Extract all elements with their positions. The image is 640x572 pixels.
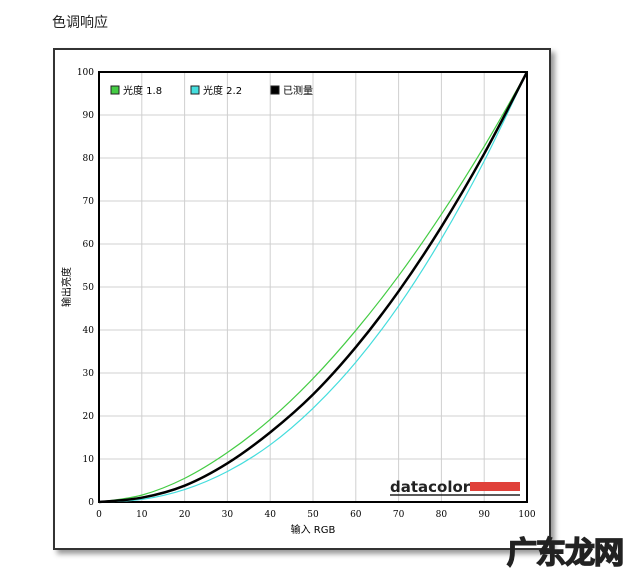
y-tick-label: 10 <box>83 455 95 465</box>
x-tick-label: 10 <box>136 510 148 520</box>
legend-swatch <box>110 85 120 95</box>
x-tick-label: 100 <box>518 510 535 520</box>
x-tick-label: 40 <box>264 510 276 520</box>
x-tick-label: 50 <box>307 510 319 520</box>
plot-border <box>98 71 528 503</box>
y-tick-label: 80 <box>83 154 95 164</box>
y-tick-label: 40 <box>83 326 95 336</box>
y-tick-label: 60 <box>83 240 95 250</box>
x-tick-label: 70 <box>393 510 405 520</box>
y-tick-label: 0 <box>88 498 94 508</box>
y-tick-label: 100 <box>77 68 94 78</box>
x-tick-label: 90 <box>478 510 490 520</box>
x-tick-label: 60 <box>350 510 362 520</box>
series-line-2 <box>98 71 529 504</box>
y-axis-label: 输出亮度 <box>60 267 73 307</box>
chart-frame <box>53 48 551 550</box>
legend-label: 光度 1.8 <box>123 84 162 97</box>
y-tick-label: 50 <box>83 283 95 293</box>
y-tick-label: 70 <box>83 197 95 207</box>
y-tick-label: 20 <box>83 412 95 422</box>
x-tick-label: 80 <box>436 510 448 520</box>
series-line-1 <box>98 71 528 503</box>
x-tick-label: 30 <box>222 510 234 520</box>
watermark: 广东龙网 <box>506 535 625 572</box>
x-tick-label: 0 <box>96 510 102 520</box>
y-tick-label: 30 <box>83 369 95 379</box>
legend-swatch <box>270 85 280 95</box>
x-tick-label: 20 <box>179 510 191 520</box>
datacolor-logo-text: datacolor <box>390 478 471 496</box>
datacolor-logo-bar <box>470 482 520 491</box>
page-title: 色调响应 <box>52 15 108 31</box>
legend-label: 光度 2.2 <box>203 84 242 97</box>
x-axis-label: 输入 RGB <box>291 523 336 536</box>
series-line-0 <box>98 71 528 503</box>
legend-swatch <box>190 85 200 95</box>
legend-label: 已测量 <box>283 84 313 97</box>
y-tick-label: 90 <box>83 111 95 121</box>
